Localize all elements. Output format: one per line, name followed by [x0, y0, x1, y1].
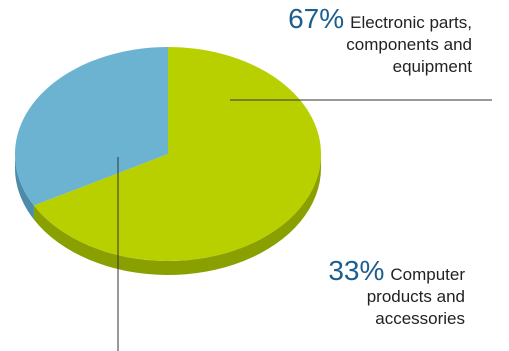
slice-label-line: equipment	[392, 57, 472, 76]
pie-top	[15, 47, 322, 261]
leader-lines	[117, 99, 492, 351]
pie-side-1	[15, 154, 34, 220]
slice-label-line: accessories	[375, 309, 465, 328]
slice-label-line: Electronic parts,	[350, 13, 472, 32]
slice-label-line: Computer	[390, 265, 465, 284]
slice-label-line: products and	[366, 287, 465, 306]
slice-label-computer-products: 33% Computer products and accessories	[205, 256, 465, 330]
pie-depth	[15, 154, 322, 275]
pie-slice-1	[15, 47, 168, 206]
slice-value-electronic-parts: 67%	[288, 3, 345, 34]
slice-label-electronic-parts: 67% Electronic parts, components and equi…	[192, 4, 472, 78]
pie-side-0	[33, 154, 322, 275]
slice-label-line: components and	[346, 35, 472, 54]
slice-value-computer-products: 33%	[328, 255, 385, 286]
